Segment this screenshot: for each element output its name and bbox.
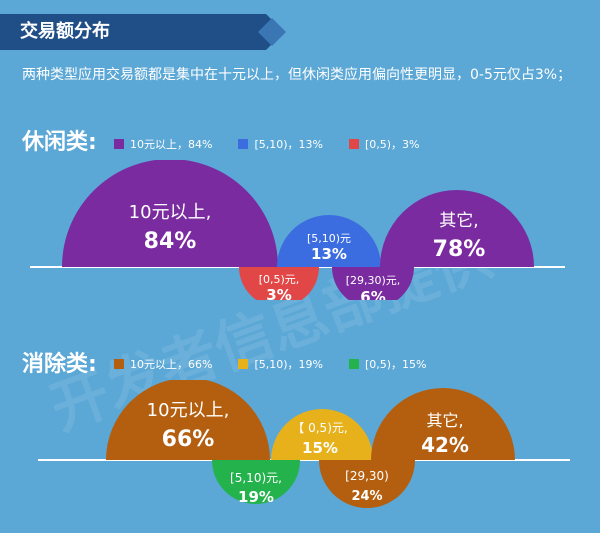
semicircle-above-4	[380, 190, 534, 267]
bubble-value: 24%	[351, 489, 382, 504]
legend-item: [0,5)，15%	[348, 356, 427, 372]
legend-swatch	[114, 139, 124, 149]
legend-label: [5,10)，19%	[254, 358, 323, 371]
bubble-value: 19%	[238, 488, 274, 506]
bubble-value: 78%	[433, 237, 486, 262]
elimination-chart: 10元以上, 66% [5,10)元, 19% 【 0,5)元, 15% [29,30) 24…	[38, 380, 570, 508]
bubble-label: [29,30)元,	[346, 274, 401, 287]
semicircle-above-1	[277, 215, 381, 267]
legend-swatch	[238, 359, 249, 369]
legend-item: 10元以上，66%	[114, 356, 212, 372]
bubble-label: [29,30)	[345, 469, 389, 483]
header-diamond-icon	[252, 14, 286, 50]
bubble-label: 其它,	[439, 211, 478, 231]
semicircle-above-0	[62, 160, 278, 267]
casual-chart: 10元以上, 84% [5,10)元13% [0,5)元,3% [29,30)元,6% 其…	[30, 160, 565, 300]
casual-section-title: 休闲类:	[22, 130, 97, 155]
bubble-value: 6%	[360, 288, 385, 300]
semicircle-above-0	[106, 380, 270, 460]
semicircle-above-2	[271, 409, 373, 460]
legend-item: [0,5)，3%	[348, 136, 420, 152]
bubble-value: 42%	[421, 433, 469, 457]
bubble-value: 66%	[162, 427, 215, 452]
semicircle-below-3	[319, 460, 415, 508]
page-title: 交易额分布	[0, 14, 262, 50]
legend-swatch	[348, 359, 359, 369]
bubble-value: 15%	[302, 439, 338, 457]
bubble-label: 其它,	[426, 411, 463, 430]
legend-label: [5,10)，13%	[254, 138, 323, 151]
bubble-value: 3%	[266, 286, 291, 300]
legend-label: 10元以上，84%	[130, 138, 213, 151]
legend-label: [0,5)，15%	[364, 358, 427, 371]
legend-label: [0,5)，3%	[364, 138, 420, 151]
legend-item: [5,10)，19%	[238, 356, 323, 372]
legend-label: 10元以上，66%	[130, 358, 213, 371]
legend-item: 10元以上，84%	[114, 136, 212, 152]
legend-swatch	[114, 359, 124, 369]
legend-swatch	[238, 139, 249, 149]
semicircle-below-2	[239, 267, 319, 300]
bubble-label: [5,10)元,	[230, 471, 282, 485]
semicircle-below-1	[212, 460, 300, 504]
legend-swatch	[348, 139, 359, 149]
bubble-value: 84%	[144, 229, 197, 254]
bubble-value: 13%	[311, 245, 347, 263]
legend-item: [5,10)，13%	[238, 136, 323, 152]
elimination-section-title: 消除类:	[22, 352, 97, 377]
bubble-label: 10元以上,	[147, 400, 230, 421]
semicircle-below-3	[332, 267, 414, 300]
casual-legend: 10元以上，84% [5,10)，13% [0,5)，3%	[114, 136, 446, 152]
bubble-label: [0,5)元,	[259, 273, 300, 286]
bubble-label: 10元以上,	[129, 202, 212, 223]
elimination-legend: 10元以上，66% [5,10)，19% [0,5)，15%	[114, 356, 453, 372]
bubble-label: [5,10)元	[307, 232, 351, 245]
bubble-label: 【 0,5)元,	[292, 421, 347, 435]
intro-text: 两种类型应用交易额都是集中在十元以上，但休闲类应用偏向性更明显，0-5元仅占3%…	[22, 67, 572, 83]
semicircle-above-4	[371, 388, 515, 460]
